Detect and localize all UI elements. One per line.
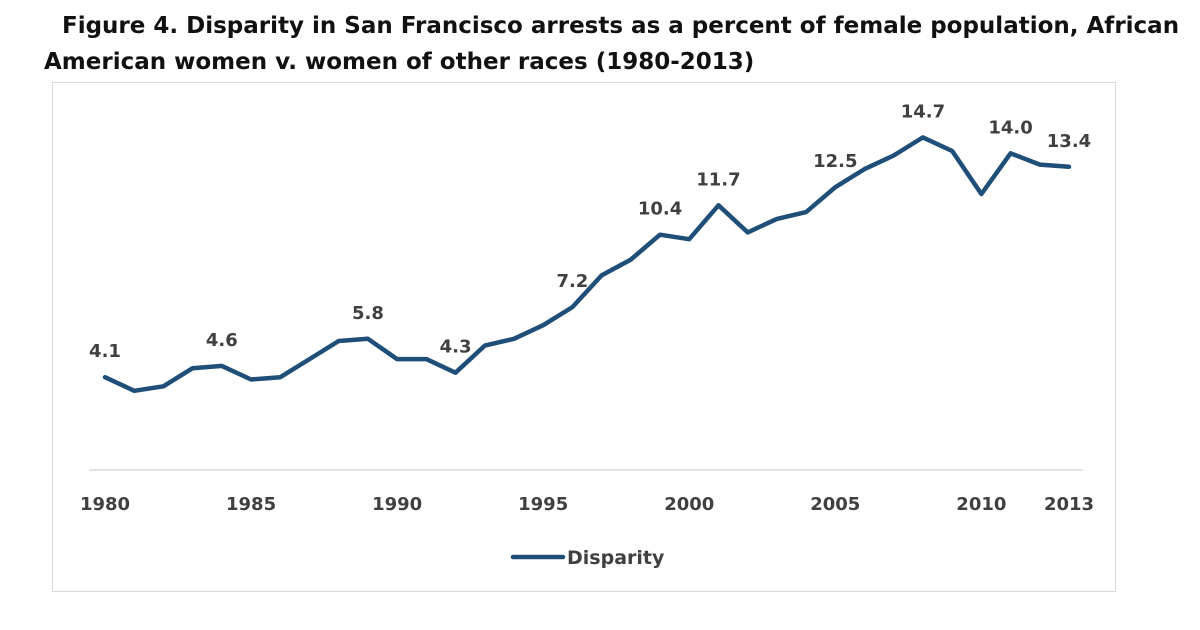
chart-title: Figure 4. Disparity in San Francisco arr…: [44, 8, 1194, 80]
line-chart: 4.14.65.84.37.210.411.712.514.714.013.4 …: [80, 101, 1094, 569]
chart-area: 4.1 4.6 5.8 4.3 7.2 10.4 11.7 12.5 14.7 14.0 13.4 …: [52, 82, 1116, 592]
data-label: 5.8: [352, 303, 384, 324]
x-tick-label: 1995: [518, 494, 568, 515]
data-label: 4.6: [206, 330, 238, 351]
data-label: 10.4: [638, 199, 682, 220]
data-label: 12.5: [813, 151, 857, 172]
x-tick-label: 2013: [1044, 494, 1094, 515]
data-label: 14.0: [988, 117, 1032, 138]
series-line-disparity: [102, 135, 1072, 394]
chart-title-line-1: Figure 4. Disparity in San Francisco arr…: [62, 13, 1180, 39]
data-label: 11.7: [696, 169, 740, 190]
data-label: 14.7: [901, 101, 945, 122]
x-tick-label: 1980: [80, 494, 130, 515]
chart-title-line-2: American women v. women of other races (…: [44, 49, 755, 75]
data-label: 13.4: [1047, 131, 1091, 152]
x-tick-label: 2005: [810, 494, 860, 515]
x-tick-label: 1985: [226, 494, 276, 515]
data-label: 7.2: [556, 271, 588, 292]
data-label: 4.3: [440, 337, 472, 358]
data-label: 4.1: [89, 341, 121, 362]
x-tick-label: 2010: [956, 494, 1006, 515]
legend-label-disparity: Disparity: [567, 547, 665, 569]
x-tick-label: 1990: [372, 494, 422, 515]
x-tick-label: 2000: [664, 494, 714, 515]
legend: Disparity: [510, 547, 665, 569]
